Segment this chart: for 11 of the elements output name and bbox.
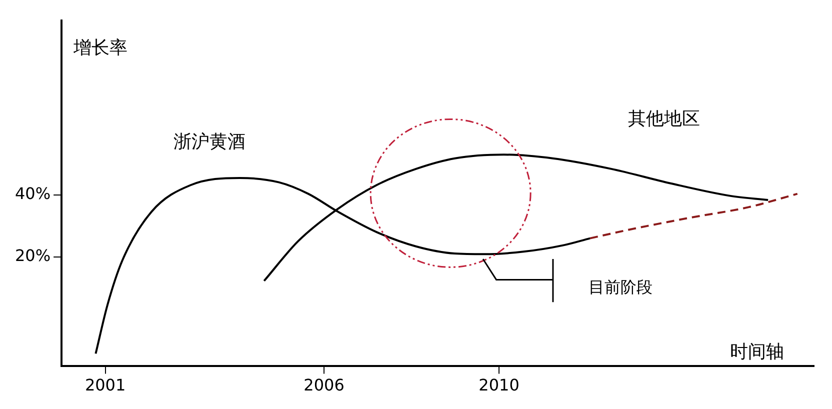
series-label: 浙沪黄酒 — [174, 132, 246, 153]
text: 其他地区 — [628, 108, 700, 130]
line-series — [589, 192, 798, 240]
y-tick-label: 40% — [15, 184, 51, 203]
x-tick-label: 2010 — [478, 376, 520, 395]
x-axis-title: 时间轴 — [730, 341, 784, 362]
y-tick-label: 20% — [15, 246, 51, 266]
x-tick-label: 2006 — [304, 376, 344, 395]
y-axis-title: 增长率 — [72, 37, 128, 58]
x-tick-label: 2001 — [84, 376, 126, 395]
annotation: 目前阶段 — [588, 277, 652, 296]
